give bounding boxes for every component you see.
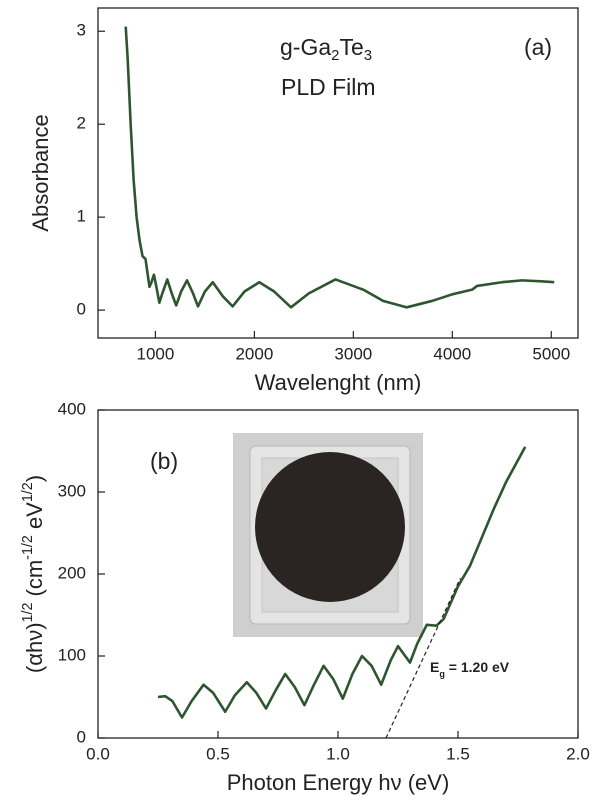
text-part: Te xyxy=(339,34,363,60)
sample-label: g-Ga2Te3 xyxy=(280,34,372,64)
y-tick-label: 400 xyxy=(58,399,86,418)
x-axis-label: Wavelenght (nm) xyxy=(255,370,422,395)
text-part: (cm xyxy=(22,560,47,603)
x-tick-label: 1.0 xyxy=(326,744,350,763)
x-tick-label: 5000 xyxy=(532,344,570,363)
text-part: eV xyxy=(22,502,47,535)
y-tick-label: 0 xyxy=(77,727,86,746)
text-part: (αhν) xyxy=(22,622,47,673)
text-part: 1/2 xyxy=(20,603,36,623)
y-axis-label: (αhν)1/2 (cm-1/2 eV1/2) xyxy=(20,475,47,673)
x-tick-label: 4000 xyxy=(433,344,471,363)
text-part: 1/2 xyxy=(20,482,36,502)
x-tick-label: 0.5 xyxy=(206,744,230,763)
y-tick-label: 3 xyxy=(77,21,86,40)
text-part: 3 xyxy=(364,47,372,64)
x-tick-label: 3000 xyxy=(334,344,372,363)
y-tick-label: 200 xyxy=(58,563,86,582)
plot-frame xyxy=(97,7,579,339)
panel-label: (a) xyxy=(524,34,552,60)
film-label: PLD Film xyxy=(281,74,376,100)
data-line xyxy=(157,446,527,719)
text-part: ) xyxy=(22,475,47,482)
text-part: 2 xyxy=(331,47,339,64)
x-axis-label: Photon Energy hν (eV) xyxy=(227,770,450,795)
x-tick-label: 1.5 xyxy=(446,744,470,763)
text-part: -1/2 xyxy=(20,535,36,560)
eg-label: Eg = 1.20 eV xyxy=(430,659,510,680)
text-part: E xyxy=(430,659,439,675)
y-axis-label: Absorbance xyxy=(28,114,53,231)
y-tick-label: 300 xyxy=(58,481,86,500)
text-part: g-Ga xyxy=(280,34,331,60)
y-tick-label: 100 xyxy=(58,645,86,664)
fit-line xyxy=(385,577,461,739)
y-tick-label: 0 xyxy=(77,300,86,319)
x-tick-label: 0.0 xyxy=(86,744,110,763)
panel-label: (b) xyxy=(150,448,178,474)
text-part: g xyxy=(439,669,445,679)
y-tick-label: 2 xyxy=(77,114,86,133)
y-tick-label: 1 xyxy=(77,207,86,226)
x-tick-label: 2000 xyxy=(235,344,273,363)
x-tick-label: 2.0 xyxy=(566,744,590,763)
data-line xyxy=(124,26,555,309)
x-tick-label: 1000 xyxy=(136,344,174,363)
inset-photo xyxy=(233,433,423,637)
text-part: = 1.20 eV xyxy=(445,659,510,675)
